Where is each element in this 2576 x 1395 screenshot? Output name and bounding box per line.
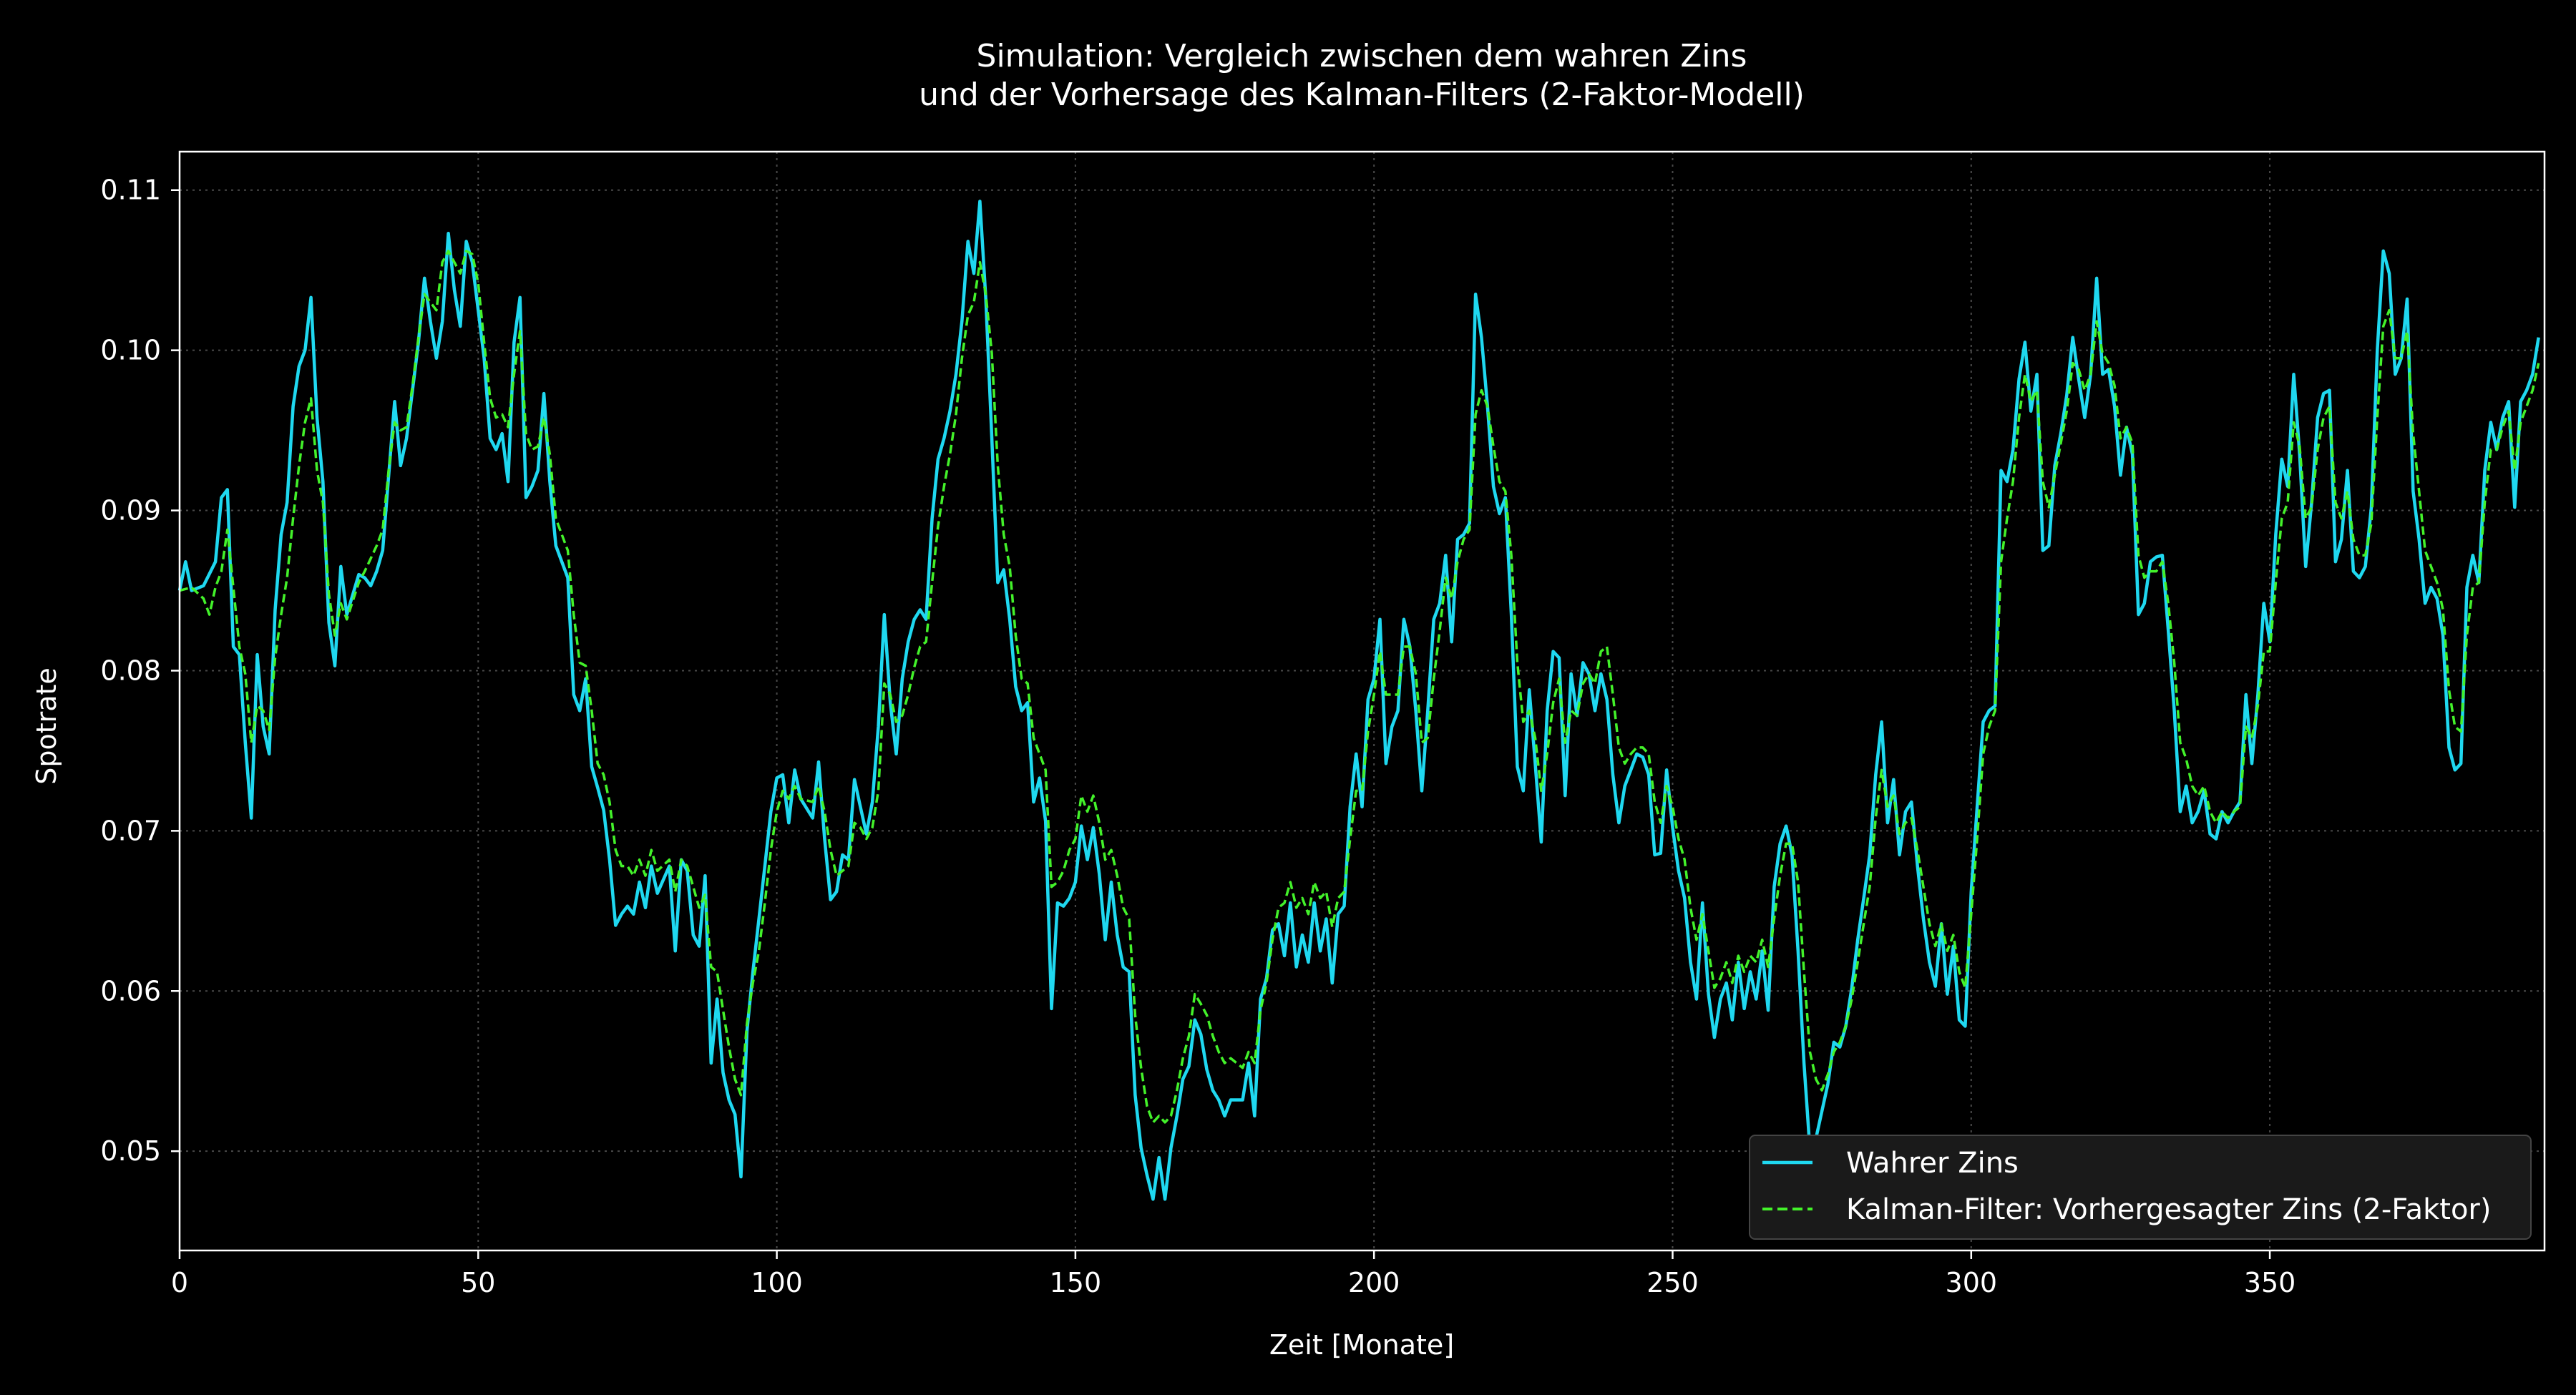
x-tick-label: 250 — [1646, 1267, 1699, 1298]
legend: Wahrer Zins Kalman-Filter: Vorhergesagte… — [1749, 1135, 2532, 1240]
y-tick-label: 0.10 — [100, 335, 161, 366]
axis-ticks: 0 50 100 150 200 250 300 350 0.05 0.06 0.07 0.08 0.0… — [100, 175, 2296, 1298]
plot-frame — [178, 150, 2546, 1252]
x-tick-label: 350 — [2244, 1267, 2296, 1298]
x-tick-label: 300 — [1946, 1267, 1998, 1298]
y-tick-label: 0.11 — [100, 175, 161, 206]
y-tick-label: 0.09 — [100, 495, 161, 527]
x-tick-label: 0 — [171, 1267, 188, 1298]
x-tick-label: 200 — [1348, 1267, 1400, 1298]
series-layer — [177, 200, 2540, 1201]
chart-title-line-2: und der Vorhersage des Kalman-Filters (2… — [919, 77, 1805, 113]
series-line-wahrer-zins — [177, 200, 2540, 1201]
y-tick-label: 0.08 — [100, 655, 161, 686]
legend-label-kalman-filter: Kalman-Filter: Vorhergesagter Zins (2-Fa… — [1846, 1193, 2491, 1226]
chart-title-line-1: Simulation: Vergleich zwischen dem wahre… — [977, 38, 1747, 74]
series-line-kalman-filter — [179, 250, 2540, 1124]
x-axis-label: Zeit [Monate] — [1269, 1329, 1454, 1361]
x-tick-label: 100 — [751, 1267, 803, 1298]
grid — [179, 152, 2545, 1250]
y-tick-label: 0.06 — [100, 975, 161, 1007]
y-tick-label: 0.07 — [100, 815, 161, 846]
legend-label-wahrer-zins: Wahrer Zins — [1846, 1147, 2019, 1180]
legend-box — [1749, 1135, 2532, 1240]
y-axis-label: Spotrate — [31, 667, 62, 785]
x-tick-label: 150 — [1050, 1267, 1102, 1298]
x-tick-label: 50 — [461, 1267, 495, 1298]
y-tick-label: 0.05 — [100, 1135, 161, 1167]
